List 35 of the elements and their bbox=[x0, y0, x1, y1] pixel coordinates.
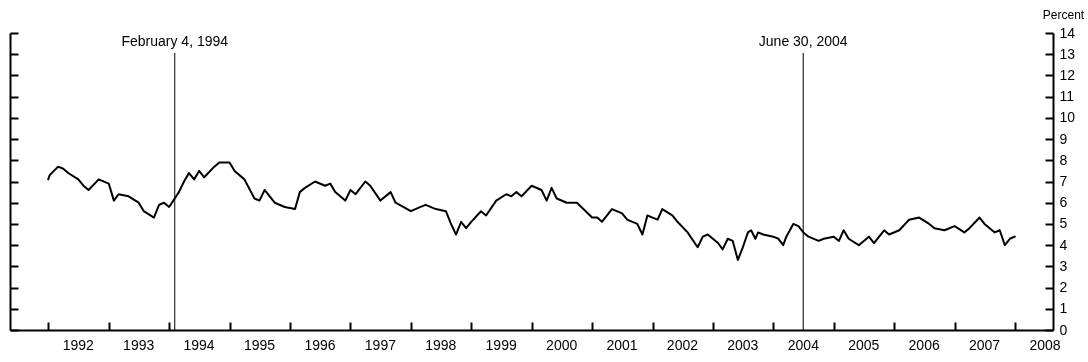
y-tick-label: 6 bbox=[1059, 194, 1068, 211]
y-tick-label: 9 bbox=[1059, 130, 1068, 147]
y-tick-label: 10 bbox=[1059, 109, 1076, 126]
y-tick-label: 1 bbox=[1059, 300, 1068, 317]
ref-line-label: February 4, 1994 bbox=[121, 33, 229, 49]
y-tick-label: 14 bbox=[1059, 24, 1076, 41]
y-tick-label: 13 bbox=[1059, 45, 1076, 62]
x-tick-label: 1994 bbox=[183, 337, 215, 353]
y-tick-label: 0 bbox=[1059, 321, 1068, 338]
x-tick-label: 1996 bbox=[304, 337, 336, 353]
y-tick-label: 7 bbox=[1059, 173, 1068, 189]
x-tick-label: 1993 bbox=[123, 337, 155, 353]
x-tick-label: 1992 bbox=[62, 337, 95, 353]
x-tick-label: 2007 bbox=[968, 337, 1001, 353]
x-tick-label: 2003 bbox=[727, 337, 759, 353]
y-tick-label: 2 bbox=[1059, 279, 1068, 296]
y-tick-label: 8 bbox=[1059, 151, 1068, 168]
x-tick-label: 2006 bbox=[908, 337, 940, 353]
y-axis-title: Percent bbox=[1042, 7, 1085, 22]
x-tick-label: 2001 bbox=[606, 337, 638, 353]
y-tick-label: 3 bbox=[1059, 257, 1068, 274]
ref-line-label: June 30, 2004 bbox=[758, 33, 848, 49]
y-tick-label: 5 bbox=[1059, 215, 1068, 232]
y-tick-label: 11 bbox=[1059, 88, 1075, 105]
x-tick-label: 2005 bbox=[848, 337, 880, 353]
x-tick-label: 2004 bbox=[787, 337, 820, 353]
x-tick-label: 2000 bbox=[546, 337, 578, 353]
x-tick-label: 2002 bbox=[666, 337, 699, 353]
y-tick-label: 12 bbox=[1059, 66, 1076, 83]
x-tick-label: 2008 bbox=[1029, 337, 1061, 353]
x-tick-label: 1998 bbox=[425, 337, 457, 353]
x-tick-label: 1999 bbox=[485, 337, 517, 353]
y-tick-label: 4 bbox=[1059, 236, 1068, 253]
x-tick-label: 1995 bbox=[243, 337, 276, 353]
x-tick-label: 1997 bbox=[364, 337, 397, 353]
